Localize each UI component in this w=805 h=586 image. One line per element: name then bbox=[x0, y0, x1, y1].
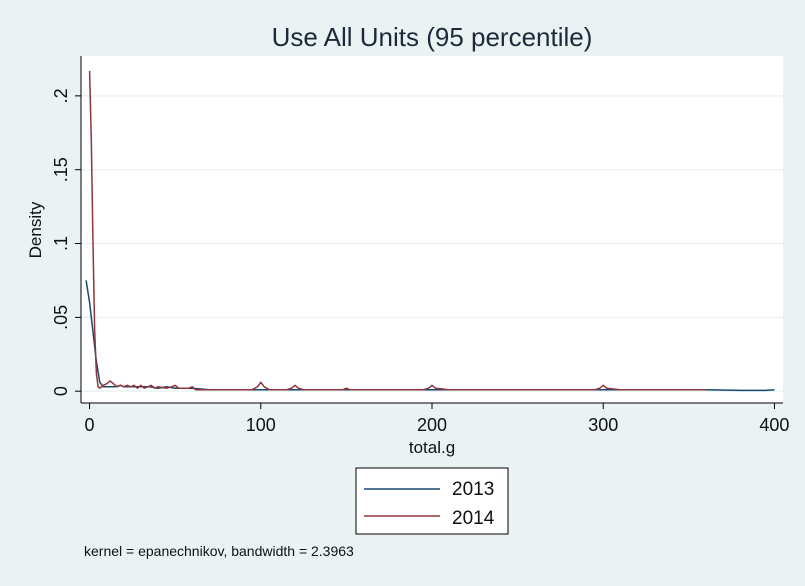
legend-label-2013: 2013 bbox=[452, 479, 494, 500]
y-ticks: 0 .05 .1 .15 .2 bbox=[51, 88, 81, 396]
series-lines bbox=[85, 70, 775, 392]
kernel-note: kernel = epanechnikov, bandwidth = 2.396… bbox=[84, 543, 354, 559]
x-tick-label: 400 bbox=[759, 415, 789, 435]
x-ticks: 0 100 200 300 400 bbox=[85, 403, 789, 435]
y-tick-label: 0 bbox=[51, 386, 71, 396]
gridlines bbox=[81, 95, 783, 392]
x-tick-label: 200 bbox=[417, 415, 447, 435]
x-tick-label: 100 bbox=[246, 415, 276, 435]
y-axis-label: Density bbox=[26, 201, 45, 258]
chart-title: Use All Units (95 percentile) bbox=[272, 22, 593, 52]
y-tick-label: .05 bbox=[51, 305, 71, 330]
x-axis-label: total.g bbox=[409, 438, 455, 457]
series-line-2014 bbox=[88, 70, 706, 391]
plot-area bbox=[81, 56, 783, 403]
legend: 2013 2014 bbox=[355, 467, 509, 535]
x-tick-label: 0 bbox=[85, 415, 95, 435]
y-tick-label: .15 bbox=[51, 157, 71, 182]
legend-label-2014: 2014 bbox=[452, 508, 495, 529]
y-tick-label: .1 bbox=[51, 236, 71, 251]
x-tick-label: 300 bbox=[588, 415, 618, 435]
y-tick-label: .2 bbox=[51, 88, 71, 103]
legend-box bbox=[355, 467, 509, 535]
